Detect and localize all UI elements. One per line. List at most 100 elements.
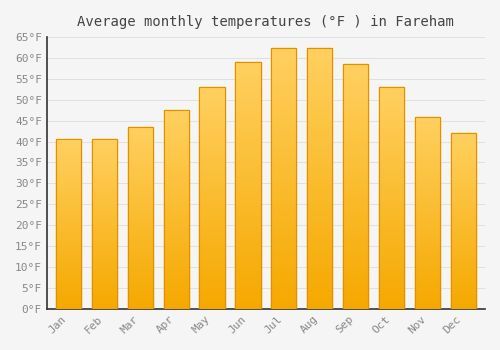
Bar xyxy=(92,305,117,309)
Bar xyxy=(451,263,476,267)
Bar xyxy=(128,149,153,152)
Bar xyxy=(379,154,404,158)
Bar xyxy=(379,225,404,229)
Bar xyxy=(128,189,153,192)
Bar xyxy=(415,213,440,217)
Bar xyxy=(307,236,332,241)
Bar xyxy=(451,137,476,140)
Bar xyxy=(236,161,260,166)
Bar xyxy=(92,282,117,285)
Bar xyxy=(164,198,188,202)
Bar xyxy=(343,152,368,157)
Bar xyxy=(272,121,296,126)
Bar xyxy=(236,156,260,161)
Bar xyxy=(307,230,332,236)
Bar xyxy=(415,174,440,178)
Bar xyxy=(451,133,476,137)
Bar xyxy=(128,261,153,265)
Bar xyxy=(128,152,153,156)
Bar xyxy=(451,246,476,249)
Bar xyxy=(379,162,404,167)
Bar xyxy=(56,305,81,309)
Bar xyxy=(343,123,368,128)
Bar xyxy=(128,178,153,182)
Bar xyxy=(415,236,440,239)
Bar xyxy=(379,287,404,291)
Bar xyxy=(451,147,476,151)
Bar xyxy=(343,84,368,89)
Bar xyxy=(343,191,368,196)
Bar xyxy=(92,153,117,156)
Bar xyxy=(307,225,332,230)
Bar xyxy=(272,147,296,152)
Bar xyxy=(379,149,404,154)
Bar xyxy=(343,294,368,299)
Bar xyxy=(92,140,117,143)
Bar xyxy=(451,221,476,224)
Bar xyxy=(128,193,153,196)
Bar xyxy=(200,123,224,127)
Bar xyxy=(200,96,224,100)
Bar xyxy=(451,196,476,200)
Bar xyxy=(272,136,296,142)
Bar xyxy=(415,286,440,289)
Bar xyxy=(415,155,440,159)
Bar xyxy=(164,194,188,198)
Bar xyxy=(272,220,296,225)
Bar xyxy=(451,144,476,147)
Bar xyxy=(200,242,224,247)
Bar xyxy=(379,145,404,149)
Bar xyxy=(128,160,153,163)
Bar xyxy=(56,140,81,309)
Bar xyxy=(307,79,332,84)
Bar xyxy=(56,278,81,282)
Bar xyxy=(236,117,260,121)
Bar xyxy=(415,182,440,186)
Bar xyxy=(200,105,224,110)
Bar xyxy=(307,272,332,278)
Bar xyxy=(307,142,332,147)
Bar xyxy=(92,140,117,309)
Bar xyxy=(272,246,296,251)
Bar xyxy=(379,220,404,225)
Bar xyxy=(415,305,440,309)
Bar xyxy=(164,110,188,309)
Bar xyxy=(307,204,332,210)
Bar xyxy=(128,229,153,232)
Bar xyxy=(451,249,476,253)
Bar xyxy=(379,198,404,202)
Bar xyxy=(164,297,188,301)
Bar xyxy=(128,251,153,254)
Bar xyxy=(451,270,476,274)
Bar xyxy=(164,166,188,170)
Bar xyxy=(236,97,260,102)
Bar xyxy=(56,258,81,261)
Bar xyxy=(164,190,188,194)
Bar xyxy=(379,202,404,207)
Bar xyxy=(272,210,296,215)
Bar xyxy=(164,162,188,166)
Bar xyxy=(415,159,440,163)
Bar xyxy=(379,256,404,260)
Bar xyxy=(56,272,81,275)
Bar xyxy=(272,131,296,136)
Bar xyxy=(343,274,368,279)
Bar xyxy=(272,58,296,63)
Bar xyxy=(343,74,368,79)
Bar xyxy=(164,281,188,285)
Bar xyxy=(164,110,188,114)
Bar xyxy=(415,293,440,297)
Bar xyxy=(415,209,440,213)
Bar xyxy=(415,147,440,151)
Bar xyxy=(200,207,224,211)
Bar xyxy=(451,172,476,175)
Bar xyxy=(379,229,404,233)
Bar xyxy=(307,178,332,183)
Bar xyxy=(415,220,440,224)
Bar xyxy=(56,299,81,302)
Bar xyxy=(379,176,404,180)
Bar xyxy=(164,210,188,214)
Bar xyxy=(451,281,476,284)
Bar xyxy=(56,207,81,211)
Bar xyxy=(200,256,224,260)
